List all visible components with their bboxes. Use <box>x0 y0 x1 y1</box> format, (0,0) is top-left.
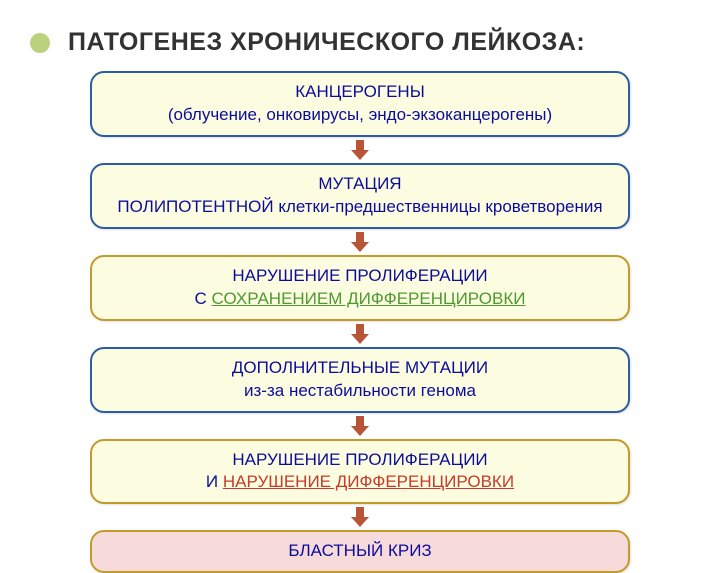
arrow-down-icon <box>351 140 369 160</box>
node-text-segment: ПОЛИПОТЕНТНОЙ клетки-предшественницы кро… <box>117 197 602 216</box>
node-line: ПОЛИПОТЕНТНОЙ клетки-предшественницы кро… <box>102 196 618 219</box>
node-text-segment: С <box>195 289 212 308</box>
title-bullet <box>30 33 50 53</box>
title-row: ПАТОГЕНЕЗ ХРОНИЧЕСКОГО ЛЕЙКОЗА: <box>0 0 720 71</box>
flow-node-n5: НАРУШЕНИЕ ПРОЛИФЕРАЦИИ И НАРУШЕНИЕ ДИФФЕР… <box>90 439 630 505</box>
flow-node-n3: НАРУШЕНИЕ ПРОЛИФЕРАЦИИ С СОХРАНЕНИЕМ ДИФФ… <box>90 255 630 321</box>
node-text-segment: СОХРАНЕНИЕМ ДИФФЕРЕНЦИРОВКИ <box>212 289 526 308</box>
node-text-segment: НАРУШЕНИЕ ДИФФЕРЕНЦИРОВКИ <box>223 472 514 491</box>
flow-node-n2: МУТАЦИЯ ПОЛИПОТЕНТНОЙ клетки-предшественн… <box>90 163 630 229</box>
node-text-segment: из-за нестабильности генома <box>244 381 476 400</box>
arrow-down-icon <box>351 507 369 527</box>
arrow-down-icon <box>351 232 369 252</box>
node-line: МУТАЦИЯ <box>102 173 618 196</box>
node-line: КАНЦЕРОГЕНЫ <box>102 81 618 104</box>
node-line: С СОХРАНЕНИЕМ ДИФФЕРЕНЦИРОВКИ <box>102 288 618 311</box>
node-text-segment: МУТАЦИЯ <box>318 174 401 193</box>
flowchart: КАНЦЕРОГЕНЫ (облучение, онковирусы, эндо-… <box>0 71 720 573</box>
node-text-segment: БЛАСТНЫЙ КРИЗ <box>288 541 431 560</box>
arrow-down-icon <box>351 324 369 344</box>
node-text-segment: ДОПОЛНИТЕЛЬНЫЕ МУТАЦИИ <box>232 358 488 377</box>
node-line: из-за нестабильности генома <box>102 380 618 403</box>
node-line: НАРУШЕНИЕ ПРОЛИФЕРАЦИИ <box>102 449 618 472</box>
flow-node-n6: БЛАСТНЫЙ КРИЗ <box>90 530 630 573</box>
flow-node-n4: ДОПОЛНИТЕЛЬНЫЕ МУТАЦИИ из-за нестабильнос… <box>90 347 630 413</box>
node-line: ДОПОЛНИТЕЛЬНЫЕ МУТАЦИИ <box>102 357 618 380</box>
page-title: ПАТОГЕНЕЗ ХРОНИЧЕСКОГО ЛЕЙКОЗА: <box>68 28 585 57</box>
node-text-segment: НАРУШЕНИЕ ПРОЛИФЕРАЦИИ <box>232 266 487 285</box>
node-text-segment: (облучение, онковирусы, эндо-экзоканцеро… <box>168 105 552 124</box>
node-line: НАРУШЕНИЕ ПРОЛИФЕРАЦИИ <box>102 265 618 288</box>
node-text-segment: И <box>206 472 223 491</box>
flow-node-n1: КАНЦЕРОГЕНЫ (облучение, онковирусы, эндо-… <box>90 71 630 137</box>
node-line: БЛАСТНЫЙ КРИЗ <box>102 540 618 563</box>
node-text-segment: НАРУШЕНИЕ ПРОЛИФЕРАЦИИ <box>232 450 487 469</box>
node-text-segment: КАНЦЕРОГЕНЫ <box>295 82 425 101</box>
arrow-down-icon <box>351 416 369 436</box>
node-line: (облучение, онковирусы, эндо-экзоканцеро… <box>102 104 618 127</box>
node-line: И НАРУШЕНИЕ ДИФФЕРЕНЦИРОВКИ <box>102 471 618 494</box>
